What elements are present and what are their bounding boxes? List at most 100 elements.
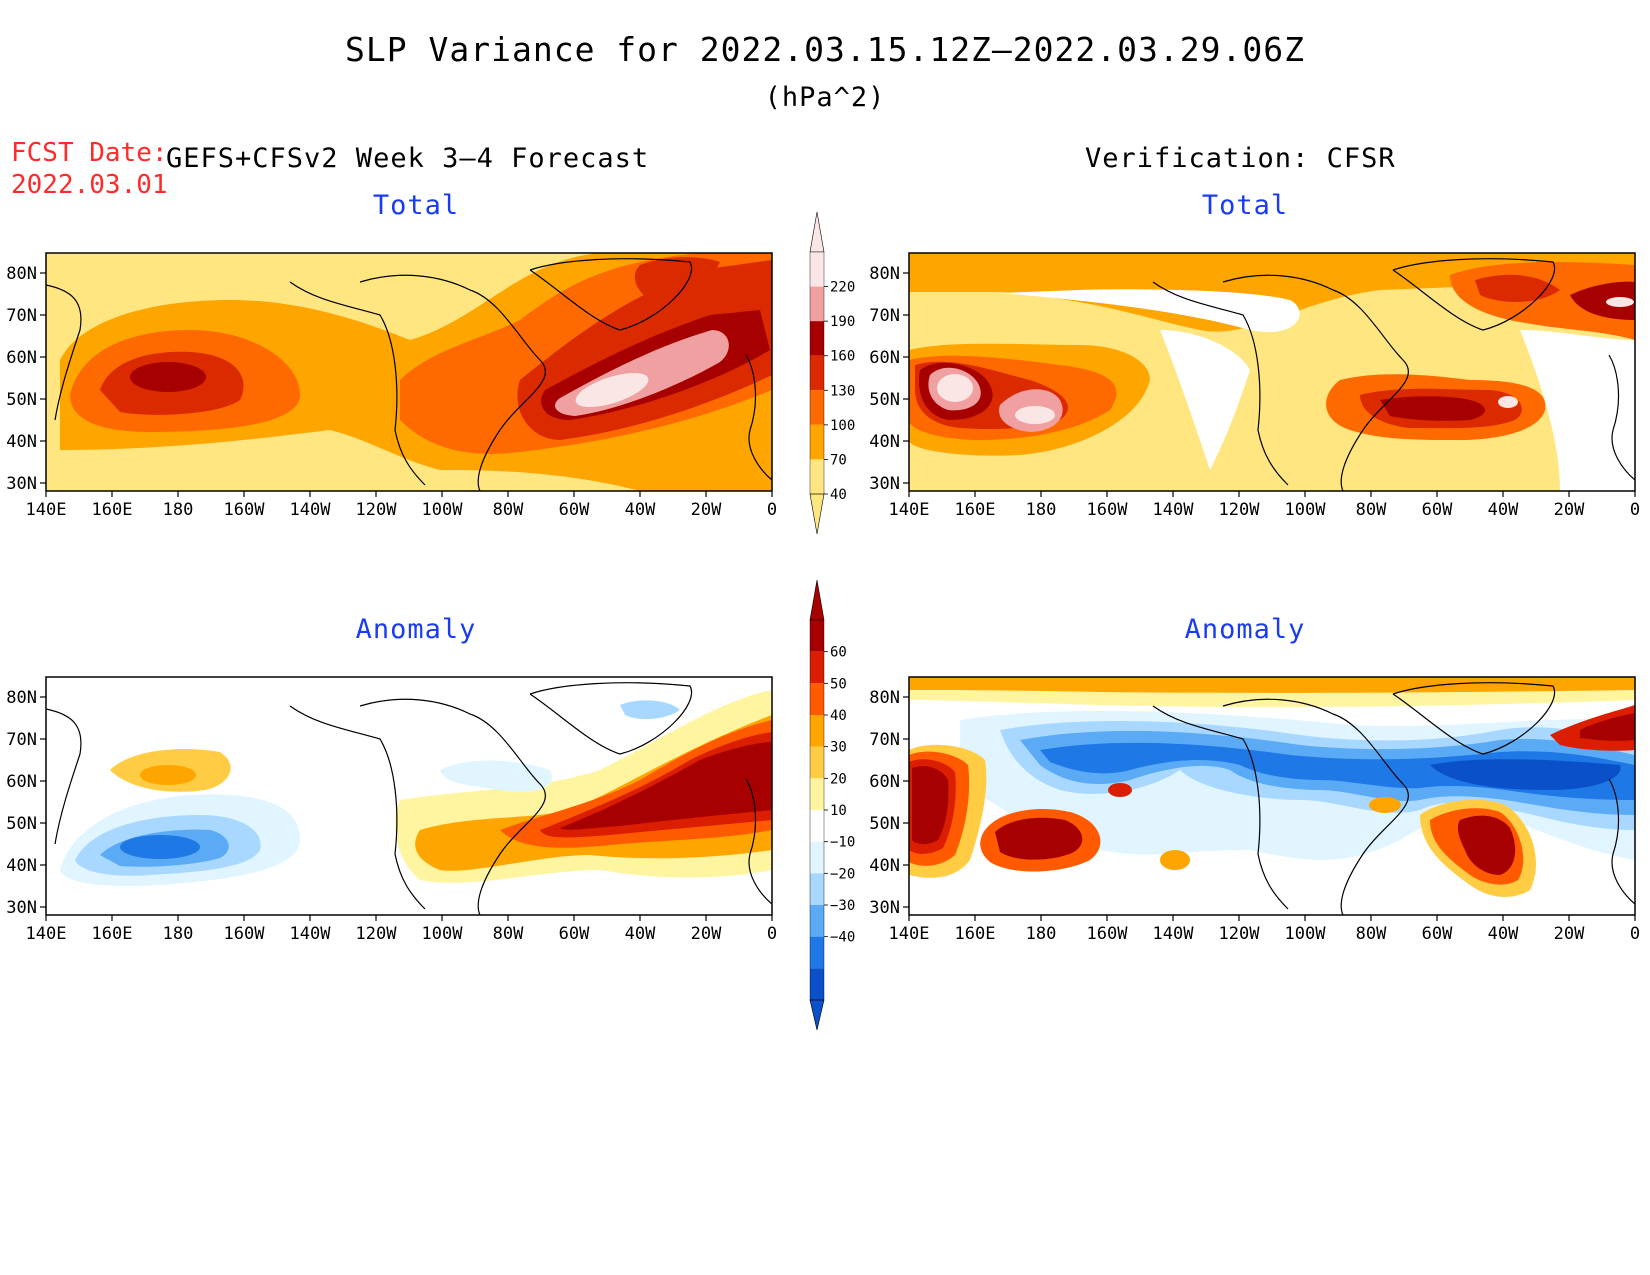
total-colorbar-swatch: [810, 390, 824, 425]
verification-anomaly-lon-label: 140W: [1153, 924, 1195, 944]
total-colorbar-label: 100: [830, 418, 855, 434]
anomaly-colorbar-swatch: [810, 873, 824, 905]
forecast-total-lon-label: 140W: [290, 500, 332, 520]
verification-anomaly-title: Anomaly: [1184, 614, 1306, 645]
total-colorbar-swatch: [810, 355, 824, 391]
anomaly-colorbar-swatch: [810, 841, 824, 874]
verification-total-lat-label: 60N: [869, 348, 900, 368]
forecast-total-title: Total: [372, 190, 460, 221]
fcst-date-value: 2022.03.01: [11, 170, 168, 200]
forecast-anomaly-lon-label: 40W: [625, 924, 656, 944]
anomaly-colorbar-swatch: [810, 968, 824, 1000]
verification-total-lat-label: 80N: [869, 264, 900, 284]
total-colorbar-swatch: [810, 459, 824, 494]
anomaly-colorbar-label: 40: [830, 708, 847, 724]
forecast-anomaly-lon-label: 160W: [224, 924, 266, 944]
total-colorbar-outline: [809, 251, 825, 495]
forecast-anomaly-lon-label: 140E: [26, 924, 67, 944]
forecast-anomaly-field: [46, 677, 772, 915]
forecast-total-lon-label: 80W: [493, 500, 524, 520]
verification-total-lon-label: 120W: [1219, 500, 1261, 520]
forecast-anomaly-lat-label: 60N: [6, 772, 37, 792]
forecast-anomaly-title: Anomaly: [355, 614, 477, 645]
forecast-total-lon-label: 100W: [422, 500, 464, 520]
verification-total-lon-label: 100W: [1285, 500, 1327, 520]
anomaly-colorbar-label: 30: [830, 740, 847, 756]
anomaly-colorbar-swatch: [810, 651, 824, 684]
verification-total-axes: 140E 160E 180 160W 140W 120W 100W 80W 60W 40W 20W 0…: [869, 252, 1640, 520]
forecast-anomaly-lat-label: 50N: [6, 814, 37, 834]
anomaly-colorbar-swatch: [810, 778, 824, 810]
forecast-total-lat-label: 70N: [6, 306, 37, 326]
verification-anomaly-lat-label: 40N: [869, 856, 900, 876]
verification-total-lat-label: 30N: [869, 474, 900, 494]
anomaly-colorbar-swatch: [810, 746, 824, 779]
forecast-total-lon-label: 40W: [625, 500, 656, 520]
forecast-total-lon-label: 20W: [691, 500, 722, 520]
anomaly-colorbar-label: −10: [830, 835, 855, 851]
verification-total-lon-label: 140W: [1153, 500, 1195, 520]
verification-total-lon-label: 140E: [889, 500, 930, 520]
total-colorbar-top-arrow: [809, 211, 825, 253]
total-colorbar-swatch: [810, 286, 824, 322]
verification-anomaly-axes: 140E 160E 180 160W 140W 120W 100W 80W 60W 40W 20W 0…: [869, 676, 1640, 944]
forecast-anomaly-lat-label: 30N: [6, 898, 37, 918]
verification-anomaly-frame: [908, 676, 1636, 916]
anomaly-colorbar-label: 50: [830, 676, 847, 692]
forecast-anomaly-axes: 140E 160E 180 160W 140W 120W 100W 80W 60W 40W 20W 0…: [6, 676, 777, 944]
forecast-anomaly-lat-label: 80N: [6, 688, 37, 708]
verification-total-lon-label: 0: [1630, 500, 1640, 520]
verification-total-lon-label: 160E: [955, 500, 996, 520]
verification-anomaly-lon-label: 160E: [955, 924, 996, 944]
verification-total-lon-label: 180: [1026, 500, 1057, 520]
total-colorbar-swatch: [810, 252, 824, 287]
total-colorbar-bottom-arrow: [809, 493, 825, 535]
forecast-anomaly-lat-label: 70N: [6, 730, 37, 750]
forecast-total-lat-label: 30N: [6, 474, 37, 494]
total-colorbar-label: 70: [830, 452, 847, 468]
anomaly-colorbar-bottom-arrow: [809, 999, 825, 1031]
verification-anomaly-lat-label: 30N: [869, 898, 900, 918]
units-label: (hPa^2): [764, 82, 886, 113]
anomaly-colorbar-swatch: [810, 810, 824, 842]
forecast-model-label: GEFS+CFSv2 Week 3–4 Forecast: [166, 143, 650, 174]
verification-anomaly-lat-label: 50N: [869, 814, 900, 834]
verification-total-lon-label: 160W: [1087, 500, 1129, 520]
forecast-total-lon-label: 180: [163, 500, 194, 520]
fcst-date-label: FCST Date:: [11, 138, 168, 168]
verification-anomaly-lon-label: 120W: [1219, 924, 1261, 944]
forecast-total-lon-label: 120W: [356, 500, 398, 520]
verification-anomaly-lon-label: 60W: [1422, 924, 1453, 944]
verification-total-lon-label: 60W: [1422, 500, 1453, 520]
anomaly-colorbar-swatch: [810, 905, 824, 937]
forecast-anomaly-lon-label: 80W: [493, 924, 524, 944]
forecast-total-lon-label: 160E: [92, 500, 133, 520]
forecast-anomaly-lon-label: 60W: [559, 924, 590, 944]
verification-anomaly-coastlines: [1152, 682, 1635, 915]
anomaly-colorbar-label: −40: [830, 930, 855, 946]
total-colorbar-label: 40: [830, 487, 847, 503]
anomaly-colorbar-label: 10: [830, 803, 847, 819]
forecast-anomaly-lat-label: 40N: [6, 856, 37, 876]
forecast-anomaly-lon-label: 180: [163, 924, 194, 944]
forecast-anomaly-lon-label: 140W: [290, 924, 332, 944]
map-title: SLP Variance for 2022.03.15.12Z–2022.03.…: [345, 30, 1305, 69]
verification-anomaly-lon-label: 0: [1630, 924, 1640, 944]
forecast-anomaly-lon-label: 100W: [422, 924, 464, 944]
anomaly-colorbar-label: 20: [830, 771, 847, 787]
verification-anomaly-lat-label: 80N: [869, 688, 900, 708]
forecast-anomaly-lon-label: 0: [767, 924, 777, 944]
forecast-total-lon-label: 160W: [224, 500, 266, 520]
verification-anomaly-lon-label: 140E: [889, 924, 930, 944]
forecast-total-lon-label: 140E: [26, 500, 67, 520]
anomaly-colorbar-label: −30: [830, 898, 855, 914]
verification-total-title: Total: [1201, 190, 1289, 221]
forecast-total-lat-label: 60N: [6, 348, 37, 368]
forecast-total-coastlines: [46, 258, 772, 491]
forecast-anomaly-coastlines: [46, 682, 772, 915]
verification-total-lon-label: 40W: [1488, 500, 1519, 520]
forecast-anomaly-lon-label: 120W: [356, 924, 398, 944]
verification-anomaly-field: [909, 677, 1635, 915]
forecast-anomaly-lon-label: 20W: [691, 924, 722, 944]
